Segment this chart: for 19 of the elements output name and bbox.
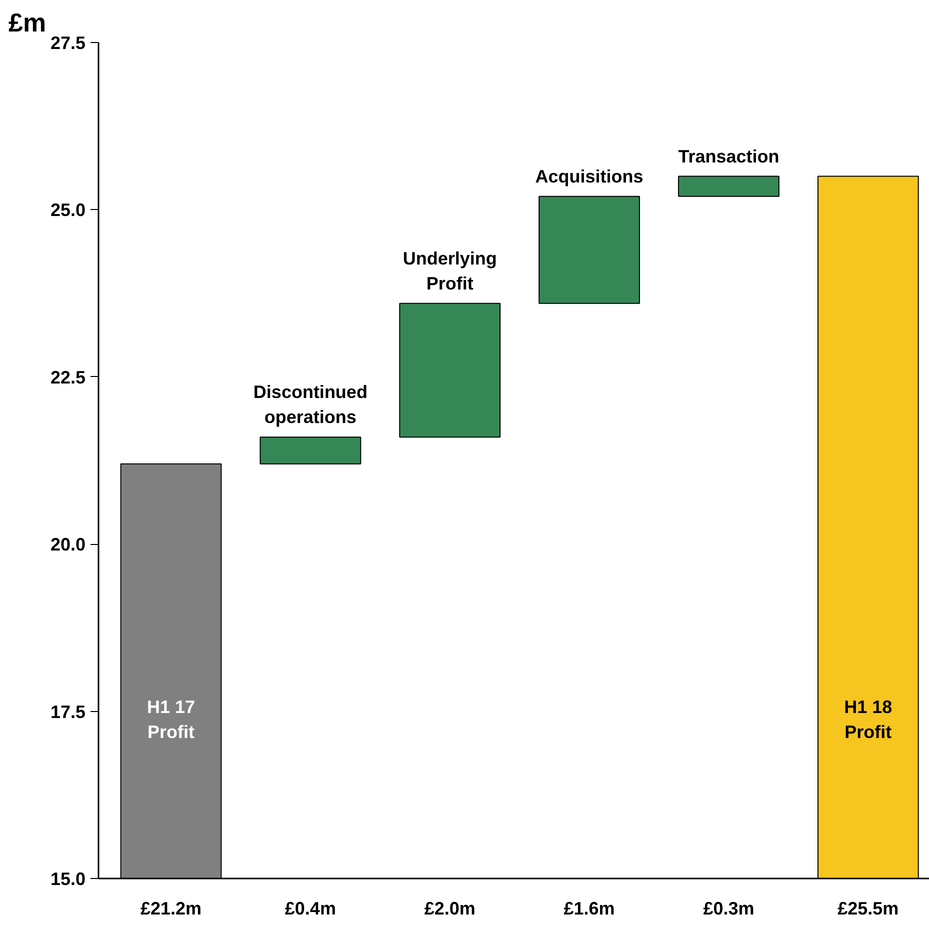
x-tick-label: Underlying Profit [402, 248, 497, 294]
data-label: £0.4m [284, 898, 336, 918]
data-label: £25.5m [838, 898, 899, 918]
y-tick-label: 22.5 [50, 367, 86, 388]
y-axis-title: £m [8, 8, 46, 38]
x-tick-label: Acquisitions [535, 166, 644, 186]
x-tick-label: H1 18 Profit [844, 697, 892, 742]
x-tick-label: H1 17 Profit [146, 697, 196, 742]
data-label: £21.2m [140, 898, 202, 918]
x-tick-label: Discontinued operations [253, 382, 368, 428]
data-label: £1.6m [564, 898, 615, 918]
y-tick-label: 27.5 [50, 33, 86, 53]
y-tick-label: 17.5 [50, 702, 86, 722]
data-label: £2.0m [424, 898, 476, 918]
y-tick-label: 25.0 [50, 200, 86, 220]
x-tick-label: Transaction [678, 146, 780, 166]
y-tick-label: 20.0 [50, 534, 86, 555]
data-label: £0.3m [703, 898, 754, 918]
y-tick-label: 15.0 [50, 869, 86, 889]
